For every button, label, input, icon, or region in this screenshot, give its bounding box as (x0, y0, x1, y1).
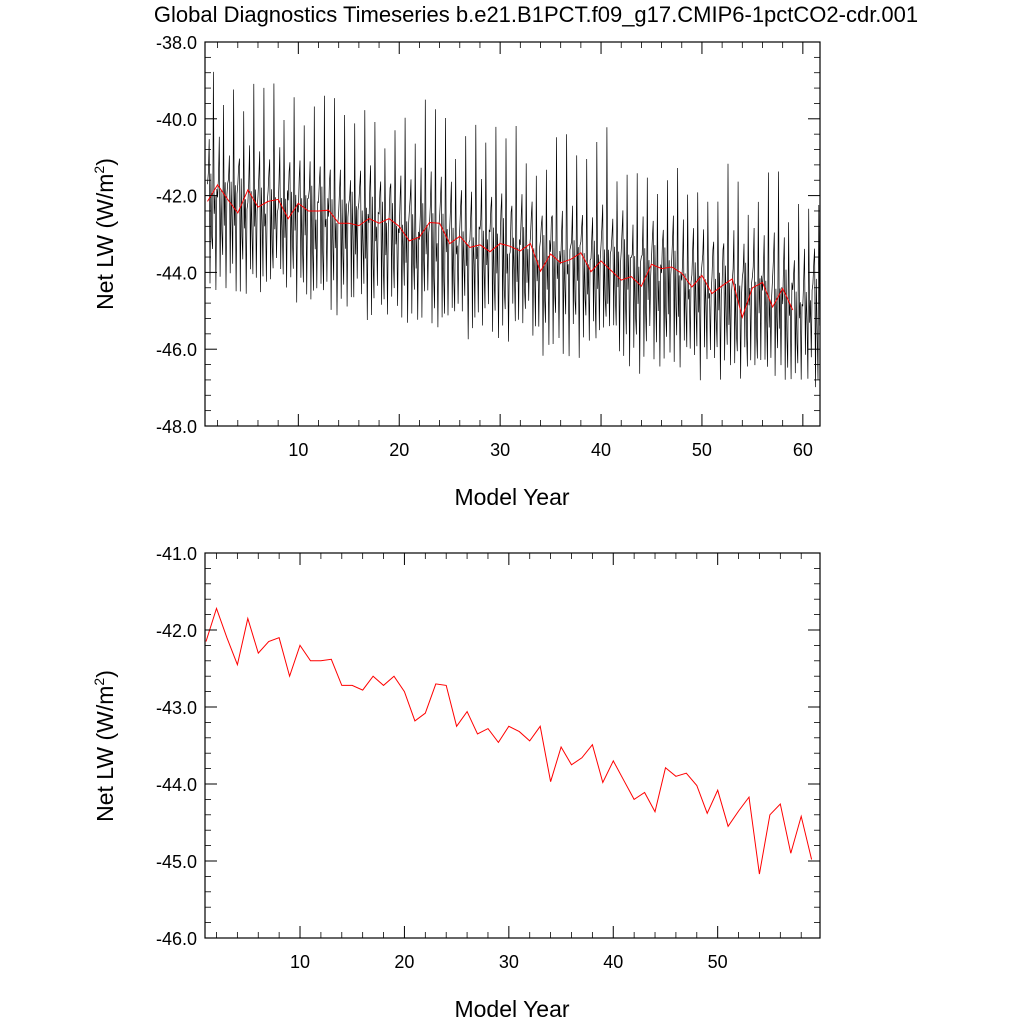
bottom-xtick-label: 50 (708, 952, 728, 972)
bottom-ytick-label: -46.0 (156, 929, 197, 949)
top-y-axis-label: Net LW (W/m2) (91, 158, 118, 310)
top-ytick-label: -48.0 (156, 417, 197, 437)
top-xtick-label: 20 (389, 440, 409, 460)
bottom-ytick-label: -42.0 (156, 621, 197, 641)
top-ytick-label: -42.0 (156, 187, 197, 207)
bottom-panel: -46.0 -45.0 -44.0 -43.0 -42.0 -41.0 10 20 30 40 50… (91, 544, 821, 1022)
top-ytick-label: -38.0 (156, 33, 197, 53)
top-y-label-main: Net LW (W/m (92, 174, 118, 310)
bottom-series-annual-line (205, 606, 813, 875)
chart-title: Global Diagnostics Timeseries b.e21.B1PC… (153, 2, 919, 27)
top-xtick-label: 60 (793, 440, 813, 460)
top-ytick-label: -40.0 (156, 110, 197, 130)
top-series-annual-line (207, 183, 794, 320)
top-xtick-label: 40 (591, 440, 611, 460)
top-panel-marks (207, 71, 821, 388)
bottom-xtick-label: 10 (290, 952, 310, 972)
bottom-ytick-label: -43.0 (156, 698, 197, 718)
bottom-y-label-sup: 2 (91, 678, 107, 686)
top-x-axis-label: Model Year (454, 484, 569, 510)
bottom-xtick-label: 40 (603, 952, 623, 972)
bottom-xtick-label: 30 (499, 952, 519, 972)
bottom-ytick-label: -44.0 (156, 775, 197, 795)
top-xtick-label: 50 (692, 440, 712, 460)
bottom-xtick-label: 20 (394, 952, 414, 972)
top-series-monthly-line (207, 71, 821, 388)
bottom-panel-marks (205, 606, 813, 875)
top-xtick-label: 30 (490, 440, 510, 460)
bottom-plot-frame (204, 552, 821, 939)
bottom-y-axis-label: Net LW (W/m2) (91, 670, 118, 822)
top-plot-frame (204, 41, 821, 427)
bottom-y-label-main: Net LW (W/m (92, 686, 118, 822)
bottom-ytick-label: -45.0 (156, 852, 197, 872)
bottom-panel-ticks: -46.0 -45.0 -44.0 -43.0 -42.0 -41.0 10 20 30 40 50 (156, 544, 820, 972)
top-ytick-label: -44.0 (156, 263, 197, 283)
top-y-label-tail: ) (92, 158, 118, 166)
bottom-x-axis-label: Model Year (454, 996, 569, 1022)
bottom-ytick-label: -41.0 (156, 544, 197, 564)
top-panel: -48.0 -46.0 -44.0 -42.0 -40.0 -38.0 10 20 30 40 50… (91, 33, 821, 510)
top-panel-ticks: -48.0 -46.0 -44.0 -42.0 -40.0 -38.0 10 20 30 40 50… (156, 33, 820, 460)
top-xtick-label: 10 (288, 440, 308, 460)
top-y-label-sup: 2 (91, 166, 107, 174)
bottom-y-label-tail: ) (92, 670, 118, 678)
top-ytick-label: -46.0 (156, 340, 197, 360)
